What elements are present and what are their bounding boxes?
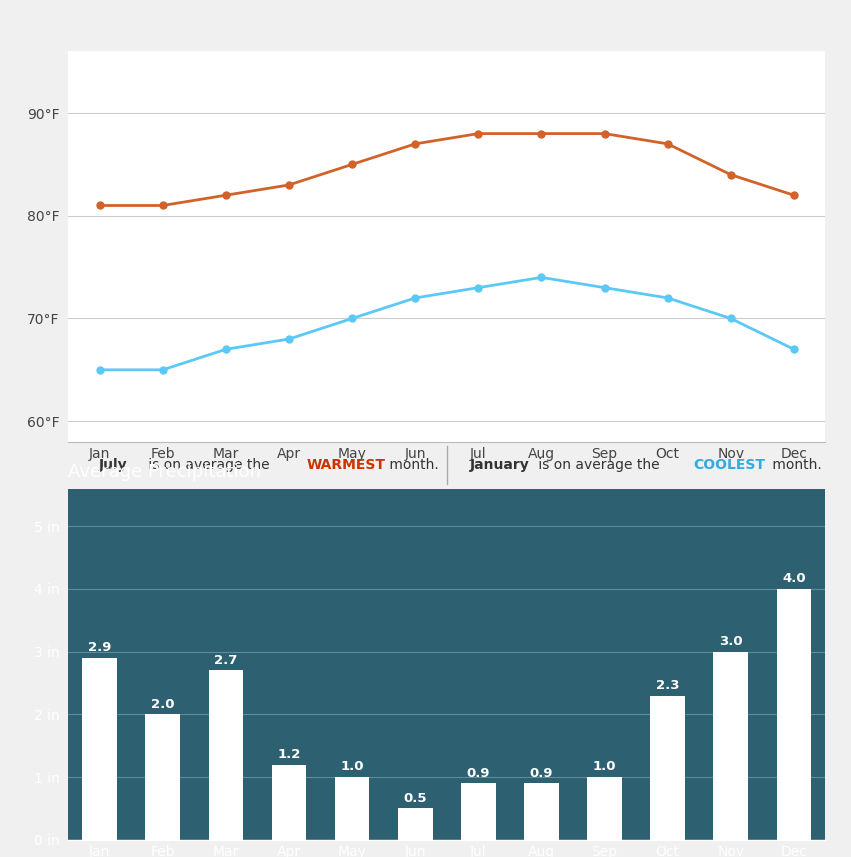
Bar	[146, 715, 180, 840]
Bar	[398, 808, 432, 840]
Bar	[713, 651, 748, 840]
Bar	[461, 783, 495, 840]
Text: 0.9: 0.9	[466, 767, 490, 780]
Text: Average Precipitation: Average Precipitation	[68, 464, 261, 482]
Bar	[777, 589, 811, 840]
Text: is on average the: is on average the	[534, 458, 664, 472]
Text: COOLEST: COOLEST	[694, 458, 766, 472]
Bar	[271, 764, 306, 840]
Text: 0.5: 0.5	[403, 792, 427, 805]
Text: month.: month.	[385, 458, 438, 472]
Text: is on average the: is on average the	[144, 458, 274, 472]
Bar	[83, 658, 117, 840]
Bar	[524, 783, 559, 840]
Text: 4.0: 4.0	[782, 572, 806, 585]
Text: 2.3: 2.3	[656, 679, 679, 692]
Text: 2.7: 2.7	[214, 654, 237, 667]
Text: 3.0: 3.0	[719, 635, 743, 648]
Text: January: January	[470, 458, 529, 472]
Text: 1.0: 1.0	[340, 760, 364, 773]
Text: WARMEST: WARMEST	[306, 458, 386, 472]
Bar	[334, 777, 369, 840]
Text: month.: month.	[768, 458, 822, 472]
Text: 1.0: 1.0	[593, 760, 616, 773]
Bar	[650, 696, 685, 840]
Bar	[208, 670, 243, 840]
Text: July: July	[99, 458, 127, 472]
Text: 0.9: 0.9	[529, 767, 553, 780]
Bar	[587, 777, 622, 840]
Text: 2.0: 2.0	[151, 698, 174, 710]
Text: 1.2: 1.2	[277, 748, 300, 761]
Text: 2.9: 2.9	[88, 641, 111, 654]
